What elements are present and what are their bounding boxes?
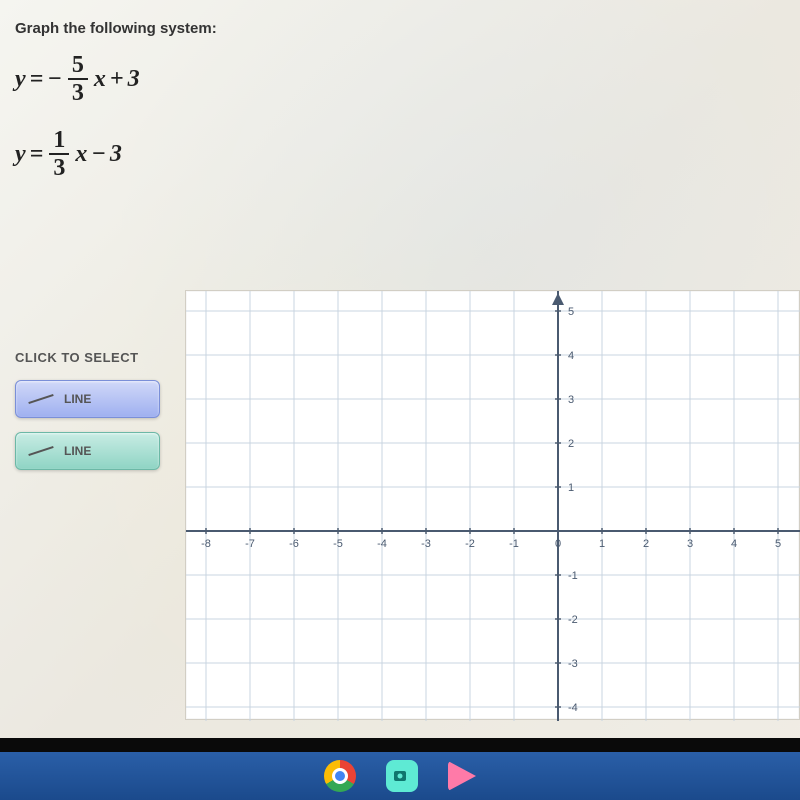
svg-text:-8: -8 xyxy=(201,538,211,550)
eq1-const: 3 xyxy=(128,66,140,93)
eq2-lhs: y xyxy=(15,141,26,168)
line-tool-label: LINE xyxy=(64,444,91,458)
svg-text:0: 0 xyxy=(555,538,561,550)
eq2-fraction: 1 3 xyxy=(49,127,69,182)
svg-text:-6: -6 xyxy=(289,538,299,550)
eq2-var: x xyxy=(75,141,87,168)
svg-text:-3: -3 xyxy=(568,658,578,670)
eq1-lhs: y xyxy=(15,66,26,93)
camera-glyph xyxy=(393,769,411,783)
svg-text:-3: -3 xyxy=(421,538,431,550)
svg-text:-2: -2 xyxy=(568,614,578,626)
problem-area: Graph the following system: y = − 5 3 x … xyxy=(0,0,800,212)
tool-panel: CLICK TO SELECT LINE LINE xyxy=(15,310,170,484)
eq2-op: − xyxy=(91,141,106,168)
eq2-denominator: 3 xyxy=(49,155,69,181)
camera-app-icon[interactable] xyxy=(386,760,418,792)
equation-1: y = − 5 3 x + 3 xyxy=(15,52,790,107)
select-label: CLICK TO SELECT xyxy=(15,350,170,365)
line-tool-green[interactable]: LINE xyxy=(15,432,160,470)
bezel-strip xyxy=(0,738,800,752)
line-tool-blue[interactable]: LINE xyxy=(15,380,160,418)
svg-text:-4: -4 xyxy=(568,702,578,714)
eq1-op: + xyxy=(110,66,124,93)
svg-text:-1: -1 xyxy=(568,570,578,582)
svg-text:5: 5 xyxy=(568,306,574,318)
svg-text:2: 2 xyxy=(568,438,574,450)
eq2-const: 3 xyxy=(110,141,122,168)
eq1-numerator: 5 xyxy=(68,52,88,80)
line-icon xyxy=(28,446,53,456)
svg-text:-4: -4 xyxy=(377,538,387,550)
svg-text:-1: -1 xyxy=(509,538,519,550)
svg-text:3: 3 xyxy=(687,538,693,550)
svg-text:-2: -2 xyxy=(465,538,475,550)
line-icon xyxy=(28,394,53,404)
svg-text:3: 3 xyxy=(568,394,574,406)
eq2-numerator: 1 xyxy=(49,127,69,155)
equation-2: y = 1 3 x − 3 xyxy=(15,127,790,182)
instruction-text: Graph the following system: xyxy=(15,20,790,37)
play-icon[interactable] xyxy=(448,761,476,791)
svg-text:2: 2 xyxy=(643,538,649,550)
taskbar xyxy=(0,752,800,800)
eq1-fraction: 5 3 xyxy=(68,52,88,107)
eq1-var: x xyxy=(94,66,106,93)
svg-text:-7: -7 xyxy=(245,538,255,550)
eq1-denominator: 3 xyxy=(68,80,88,106)
svg-text:-5: -5 xyxy=(333,538,343,550)
equals-sign: = xyxy=(30,141,44,168)
svg-text:5: 5 xyxy=(775,538,781,550)
eq1-neg: − xyxy=(47,66,62,93)
svg-text:4: 4 xyxy=(568,350,574,362)
equals-sign: = xyxy=(30,66,44,93)
line-tool-label: LINE xyxy=(64,392,91,406)
svg-text:4: 4 xyxy=(731,538,737,550)
coordinate-grid: -8 -7 -6 -5 -4 -3 -2 -1 0 1 2 3 4 5 -4 -3 -2 -1 1 2 3 4 5 xyxy=(186,291,800,721)
svg-text:1: 1 xyxy=(599,538,605,550)
chrome-icon[interactable] xyxy=(324,760,356,792)
svg-text:1: 1 xyxy=(568,482,574,494)
graph-canvas[interactable]: -8 -7 -6 -5 -4 -3 -2 -1 0 1 2 3 4 5 -4 -3 -2 -1 1 2 3 4 5 xyxy=(185,290,800,720)
